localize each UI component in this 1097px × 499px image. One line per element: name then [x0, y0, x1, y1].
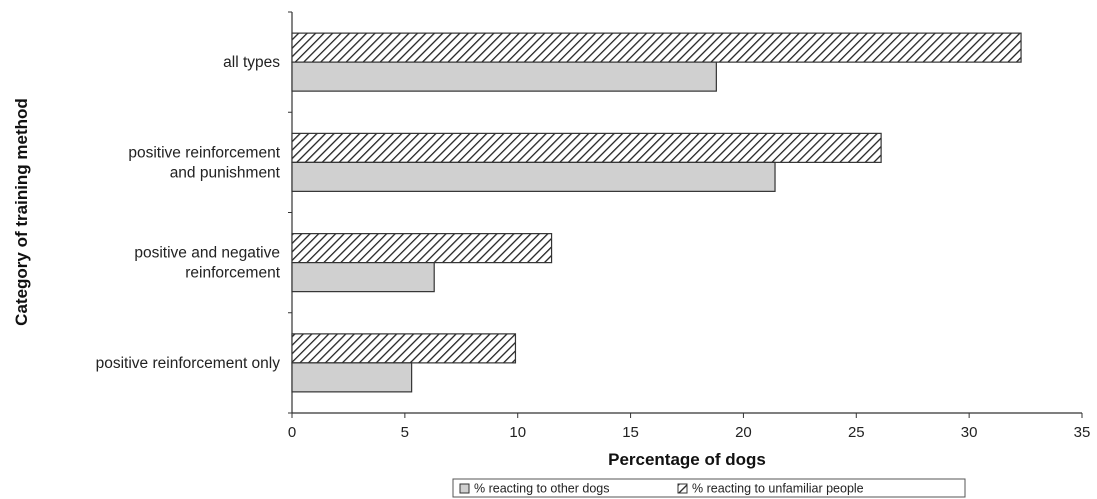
bar-unfamiliar-people [291, 233, 553, 264]
x-tick-label: 10 [509, 424, 526, 441]
legend-box [452, 478, 966, 498]
legend-swatch-unfamiliar-people [677, 483, 688, 494]
legend-swatch-other-dogs [459, 483, 470, 494]
x-tick-label: 5 [401, 424, 409, 441]
bar-unfamiliar-people [291, 333, 517, 364]
x-tick-label: 25 [848, 424, 865, 441]
y-axis-title: Category of training method [12, 98, 31, 326]
bar-unfamiliar-people [291, 132, 882, 163]
x-axis-title: Percentage of dogs [608, 450, 766, 469]
bar-other-dogs [291, 262, 435, 293]
x-tick-label: 30 [961, 424, 978, 441]
category-label: positive reinforcement only [96, 355, 281, 372]
x-tick-label: 0 [288, 424, 296, 441]
category-label: and punishment [170, 164, 281, 181]
bar-other-dogs [291, 61, 717, 92]
category-label: positive and negative [134, 245, 280, 262]
legend-label-other-dogs: % reacting to other dogs [474, 482, 610, 496]
category-label: positive reinforcement [128, 144, 280, 161]
legend-label-unfamiliar-people: % reacting to unfamiliar people [692, 482, 864, 496]
category-label: all types [223, 54, 280, 71]
bar-unfamiliar-people [291, 32, 1022, 63]
bar-other-dogs [291, 161, 776, 192]
category-label: reinforcement [185, 265, 280, 282]
bar-other-dogs [291, 362, 413, 393]
x-tick-label: 35 [1074, 424, 1091, 441]
legend: % reacting to other dogs % reacting to un… [452, 478, 966, 498]
plot-area: 0 5 10 15 20 25 30 35 all types positive reinforc… [96, 11, 1091, 441]
x-tick-label: 20 [735, 424, 752, 441]
x-tick-label: 15 [622, 424, 639, 441]
